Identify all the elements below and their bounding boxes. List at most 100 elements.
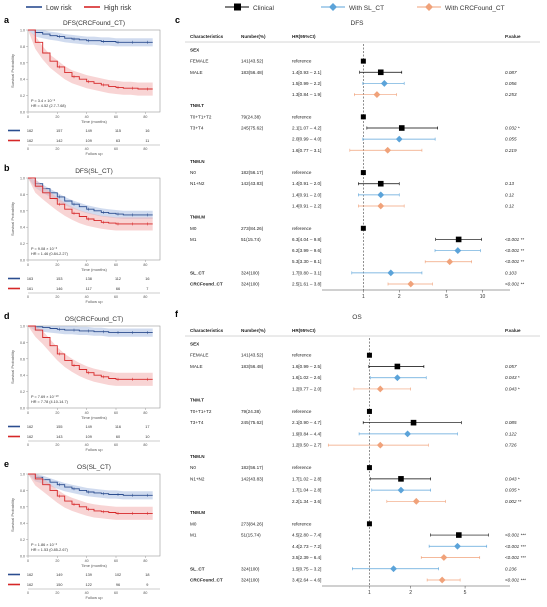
characteristic-label: M1 — [190, 237, 197, 242]
annotation-text: HR = 7.78 (4.10-14.7) — [31, 400, 69, 404]
p-value: 0.056 — [505, 81, 517, 86]
hr-text: 1.4[0.91 – 2.0] — [292, 181, 321, 186]
hr-diamond-marker — [390, 565, 397, 573]
characteristic-label: N0 — [190, 170, 196, 175]
p-value: 0.13 — [505, 181, 514, 186]
hr-text: 1.5[0.99 – 2.2] — [292, 81, 321, 86]
survival-curve — [28, 177, 153, 216]
number-cell: 183(56.48) — [241, 364, 264, 369]
column-header: HR(95%CI) — [292, 328, 316, 333]
risk-table-value: 162 — [27, 435, 33, 439]
group-header: TNM.T — [190, 103, 204, 108]
hr-text: reference — [292, 226, 312, 231]
number-cell: 245(75.62) — [241, 420, 264, 425]
chart-title: DFS(CRCFound_CT) — [63, 20, 125, 27]
x-tick-label: 80 — [143, 559, 147, 563]
characteristic-label: T3+T4 — [190, 420, 204, 425]
km-panel-e: e OS(SL_CT) 0.0 0.2 0.4 0.6 0.8 1.0 Survival Pro… — [4, 459, 161, 600]
plot-frame — [27, 473, 161, 557]
risk-table-tick-label: 0 — [27, 591, 29, 595]
x-tick-label: 2 — [409, 590, 412, 596]
reference-marker — [366, 408, 372, 414]
characteristic-label: N1+N2 — [190, 476, 205, 481]
legend-label: Low risk — [46, 5, 72, 12]
chart-title: DFS(SL_CT) — [75, 168, 113, 175]
risk-table-tick-label: 0 — [27, 443, 29, 447]
y-tick-label: 1.0 — [20, 325, 25, 329]
y-tick-label: 0.4 — [20, 78, 25, 82]
risk-table-value: 122 — [85, 583, 91, 587]
characteristic-label: T3+T4 — [190, 126, 204, 131]
risk-table-tick-label: 40 — [85, 591, 89, 595]
p-value: <0.001 ** — [505, 282, 524, 287]
x-axis-label: Time (months) — [81, 563, 107, 568]
hr-text: 4.4[2.73 – 7.2] — [292, 544, 321, 549]
panel-letter: e — [4, 459, 9, 469]
hr-square-marker — [398, 476, 404, 482]
y-tick-label: 0.6 — [20, 209, 25, 213]
p-value: <0.001 *** — [505, 578, 526, 583]
x-tick-label: 0 — [27, 115, 29, 119]
y-tick-label: 0.2 — [20, 242, 25, 246]
reference-marker — [366, 352, 372, 358]
legend-label: With CRCFound_CT — [445, 5, 505, 12]
number-cell: 182(56.17) — [241, 170, 264, 175]
hr-text: 1.7[1.02 – 2.8] — [292, 476, 321, 481]
number-cell: 183(56.48) — [241, 70, 264, 75]
y-tick-label: 0.6 — [20, 505, 25, 509]
plot-frame — [27, 325, 161, 409]
x-axis-label: Time (months) — [81, 415, 107, 420]
hr-diamond-marker — [376, 385, 384, 393]
y-tick-label: 0.4 — [20, 374, 25, 378]
reference-marker — [360, 58, 366, 64]
legend-diamond-marker — [425, 3, 433, 11]
ci-band — [28, 326, 153, 386]
risk-table-tick-label: 80 — [143, 147, 147, 151]
p-value: 0.103 — [505, 270, 517, 275]
legend-diamond-marker — [329, 3, 337, 11]
risk-table-label: Follow up — [85, 151, 103, 156]
y-tick-label: 1.0 — [20, 29, 25, 33]
p-value: <0.001 ** — [505, 237, 524, 242]
reference-marker — [360, 225, 366, 231]
p-value: 0.12 — [505, 192, 514, 197]
y-tick-label: 0.0 — [20, 111, 25, 115]
ci-band — [28, 178, 153, 231]
characteristic-label: M1 — [190, 533, 197, 538]
hr-diamond-marker — [395, 135, 403, 143]
p-value: 0.219 — [505, 148, 517, 153]
characteristic-label: M0 — [190, 521, 197, 526]
p-value: 0.085 — [505, 420, 517, 425]
x-tick-label: 1 — [362, 294, 365, 300]
p-value: 0.055 — [505, 137, 517, 142]
hr-text: 1.7[0.80 – 3.1] — [292, 270, 321, 275]
p-value: 0.087 — [505, 70, 517, 75]
hr-text: 3.5[2.39 – 6.4] — [292, 555, 321, 560]
forest-panels: c DFS Characteristics Number(%) HR(95%CI) P.v… — [175, 15, 540, 596]
hr-text: reference — [292, 465, 312, 470]
annotation-text: P = 3.4 × 10⁻⁶ — [31, 99, 56, 103]
risk-table-value: 102 — [115, 573, 121, 577]
risk-table-tick-label: 20 — [55, 147, 59, 151]
risk-table-value: 162 — [27, 129, 33, 133]
x-tick-label: 80 — [143, 263, 147, 267]
annotation-text: HR = 1.46 (0.84-2.27) — [31, 252, 69, 256]
y-tick-label: 0.8 — [20, 341, 25, 345]
hr-diamond-marker — [404, 430, 411, 438]
group-header: TNM.T — [190, 398, 204, 403]
characteristic-label: FEMALE — [190, 59, 208, 64]
survival-curve — [28, 29, 153, 90]
risk-table-value: 155 — [56, 425, 62, 429]
hr-diamond-marker — [446, 258, 454, 266]
risk-table-value: 157 — [56, 129, 62, 133]
risk-table-value: 18 — [145, 573, 149, 577]
p-value: <0.001 *** — [505, 555, 526, 560]
risk-table-value: 146 — [56, 287, 62, 291]
risk-table-tick-label: 60 — [114, 295, 118, 299]
number-cell: 273(84.26) — [241, 521, 264, 526]
x-tick-label: 2 — [398, 294, 401, 300]
risk-table-value: 112 — [115, 277, 121, 281]
km-panel-d: d OS(CRCFound_CT) 0.0 0.2 0.4 0.6 0.8 1.0 Surviv… — [4, 311, 161, 452]
risk-table-tick-label: 80 — [143, 443, 147, 447]
x-tick-label: 20 — [55, 559, 59, 563]
